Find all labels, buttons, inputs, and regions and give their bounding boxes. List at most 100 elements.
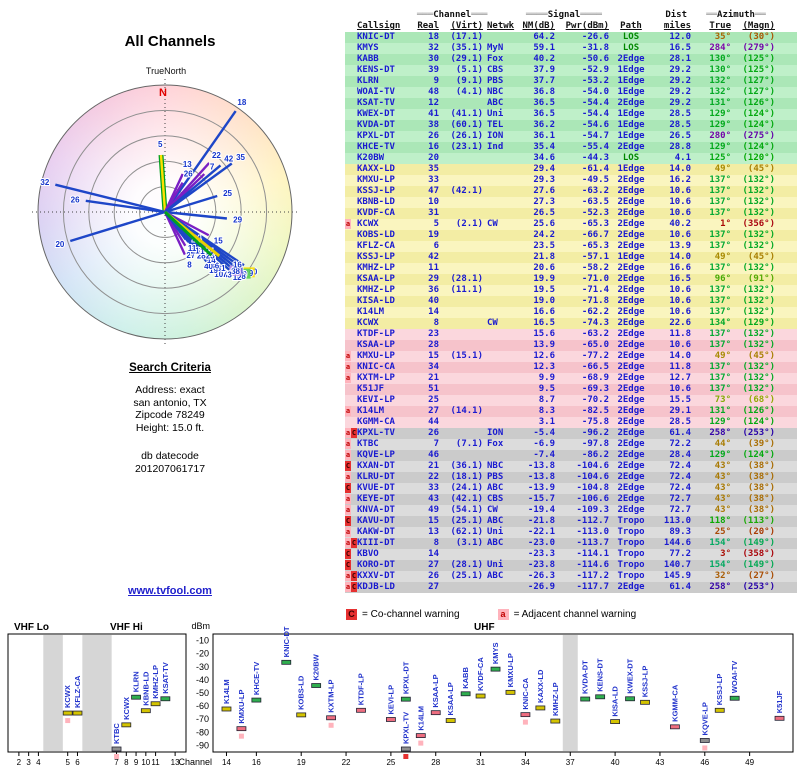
cell-pwr: -104.6 bbox=[576, 472, 609, 482]
cell-azimuth-magn: (132°) bbox=[742, 197, 775, 207]
cell-azimuth-magn: (27°) bbox=[747, 571, 775, 581]
cell-virt: (62.1) bbox=[450, 527, 483, 537]
cell-real: 6 bbox=[433, 241, 439, 251]
cell-netwk bbox=[483, 153, 519, 164]
cell-callsign: K20BW bbox=[357, 153, 385, 163]
cell-callsign: KAKW-DT bbox=[357, 527, 395, 537]
cell-netwk: Fox bbox=[487, 54, 504, 64]
station-label: KGMM-CA bbox=[670, 684, 679, 722]
table-row: a KTBC 7 (7.1) Fox -6.9 -97.8 2Edge 72.2 44° (39°) bbox=[345, 439, 797, 450]
cell-pwr: -54.4 bbox=[581, 98, 609, 108]
cell-azimuth-true: 130° bbox=[709, 65, 731, 75]
station-label: WOAI-TV bbox=[730, 661, 739, 694]
cell-miles: 72.2 bbox=[669, 439, 691, 449]
cell-azimuth-true: 1° bbox=[720, 219, 731, 229]
cell-miles: 10.6 bbox=[669, 307, 691, 317]
cell-netwk bbox=[483, 549, 519, 560]
cell-warnings bbox=[345, 252, 357, 263]
radar-spoke-label: 13 bbox=[183, 160, 192, 169]
cell-netwk bbox=[483, 296, 519, 307]
cell-netwk: CBS bbox=[487, 494, 504, 504]
cell-nm: 24.2 bbox=[533, 230, 555, 240]
cell-path: 2Edge bbox=[617, 285, 645, 295]
cell-warnings bbox=[345, 384, 357, 395]
cell-warnings: C bbox=[345, 516, 357, 527]
station-label: K14LM bbox=[222, 679, 231, 704]
table-row: C KVUE-DT 33 (24.1) ABC -13.9 -104.8 2Edge 72.4 4… bbox=[345, 483, 797, 494]
chart-station: KVDF-CA bbox=[475, 657, 486, 699]
cell-real: 48 bbox=[428, 87, 439, 97]
cell-callsign: KWEX-DT bbox=[357, 109, 395, 119]
cell-azimuth-true: 35° bbox=[714, 32, 731, 42]
cell-azimuth-magn: (129°) bbox=[742, 318, 775, 328]
station-label: KOBS-LD bbox=[297, 675, 306, 710]
cell-path: 2Edge bbox=[617, 307, 645, 317]
cell-netwk bbox=[483, 384, 519, 395]
cell-callsign: KNVA-DT bbox=[357, 505, 395, 515]
station-marker bbox=[535, 705, 546, 711]
cell-nm: 21.8 bbox=[533, 252, 555, 262]
table-row: K14LM 14 16.6 -62.2 2Edge 10.6 137° (132°) bbox=[345, 307, 797, 318]
cell-real: 14 bbox=[428, 549, 439, 559]
cell-miles: 72.4 bbox=[669, 461, 691, 471]
cell-pwr: -54.6 bbox=[581, 120, 609, 130]
station-marker bbox=[121, 722, 132, 728]
col-path: Path bbox=[620, 21, 642, 31]
radar-spoke-label: 22 bbox=[212, 151, 221, 160]
station-marker bbox=[111, 746, 122, 752]
adjacent-channel-warning-icon: a bbox=[345, 472, 351, 482]
station-marker bbox=[595, 694, 606, 700]
radar-ring bbox=[62, 109, 268, 315]
chart-station: KCWX bbox=[62, 685, 73, 724]
cell-pwr: -52.9 bbox=[581, 65, 609, 75]
table-row: KNIC-DT 18 (17.1) 64.2 -26.6 LOS 12.0 35° (30°) bbox=[345, 32, 797, 43]
cell-virt bbox=[439, 230, 483, 241]
cell-miles: 145.9 bbox=[663, 571, 691, 581]
cell-pwr: -96.2 bbox=[581, 428, 609, 438]
adjacent-channel-text: = Adjacent channel warning bbox=[513, 609, 637, 620]
cell-azimuth-true: 137° bbox=[709, 340, 731, 350]
group-signal: Signal bbox=[547, 10, 581, 20]
station-marker bbox=[400, 696, 411, 702]
cell-path: 2Edge bbox=[617, 98, 645, 108]
cell-real: 14 bbox=[428, 307, 439, 317]
cell-netwk bbox=[483, 307, 519, 318]
cell-warnings bbox=[345, 285, 357, 296]
cell-pwr: -26.6 bbox=[581, 32, 609, 42]
cell-netwk: Uni bbox=[487, 527, 504, 537]
table-row: KVDA-DT 38 (60.1) TEL 36.2 -54.6 1Edge 28.5 129°… bbox=[345, 120, 797, 131]
cell-callsign: KQVE-LP bbox=[357, 450, 395, 460]
chart-station: KNIC-CA bbox=[520, 677, 531, 725]
cell-azimuth-true: 132° bbox=[709, 87, 731, 97]
cell-azimuth-true: 96° bbox=[714, 274, 731, 284]
cell-real: 16 bbox=[428, 142, 439, 152]
cell-netwk bbox=[483, 32, 519, 43]
station-marker bbox=[445, 718, 456, 723]
cell-warnings bbox=[345, 43, 357, 54]
cell-miles: 13.9 bbox=[669, 241, 691, 251]
cell-real: 13 bbox=[428, 527, 439, 537]
cell-azimuth-true: 154° bbox=[709, 560, 731, 570]
cell-pwr: -114.1 bbox=[576, 549, 609, 559]
cell-virt bbox=[439, 175, 483, 186]
table-row: KWEX-DT 41 (41.1) Uni 36.5 -54.4 1Edge 28.5 129°… bbox=[345, 109, 797, 120]
station-label: KNIC-DT bbox=[282, 626, 291, 657]
cell-path: 2Edge bbox=[617, 395, 645, 405]
cell-pwr: -114.6 bbox=[576, 560, 609, 570]
cell-callsign: KSAA-LP bbox=[357, 274, 395, 284]
station-label: KQVE-LP bbox=[700, 702, 709, 735]
station-marker bbox=[251, 697, 262, 703]
cell-virt: (26.1) bbox=[450, 131, 483, 141]
cell-azimuth-magn: (91°) bbox=[747, 274, 775, 284]
station-label: KCWX bbox=[122, 697, 131, 720]
cell-callsign: KPXL-TV bbox=[357, 428, 395, 438]
radar-ring bbox=[113, 160, 217, 264]
chart-station: KPXL-TV bbox=[400, 712, 411, 759]
cell-azimuth-true: 118° bbox=[709, 516, 731, 526]
tvfool-link[interactable]: www.tvfool.com bbox=[128, 585, 212, 597]
cell-warnings bbox=[345, 208, 357, 219]
cell-nm: 23.5 bbox=[533, 241, 555, 251]
table-row: a KQVE-LP 46 -7.4 -86.2 2Edge 28.4 129° (124°) bbox=[345, 450, 797, 461]
cell-callsign: KMYS bbox=[357, 43, 379, 53]
cell-real: 21 bbox=[428, 461, 439, 471]
